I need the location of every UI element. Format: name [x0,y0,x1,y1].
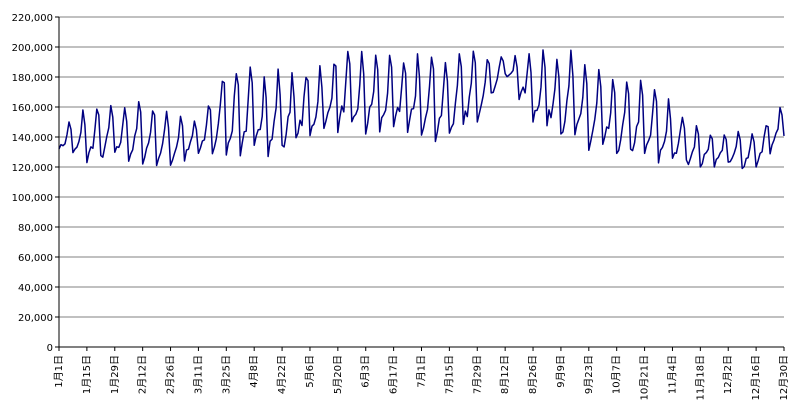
x-tick-label: 4月22日 [276,355,288,394]
x-tick-label: 7月29日 [471,355,483,394]
x-tick-label: 11月4日 [666,355,678,394]
x-tick-label: 5月6日 [304,355,316,388]
y-tick-label: 60,000 [18,253,53,264]
x-tick-label: 11月18日 [694,355,706,400]
y-tick-label: 100,000 [12,193,53,204]
y-tick-label: 140,000 [12,133,53,144]
x-tick-label: 1月1日 [53,355,65,388]
x-tick-label: 6月3日 [360,355,372,388]
x-tick-label: 7月15日 [443,355,455,394]
x-tick-label: 6月17日 [388,355,400,394]
x-tick-label: 1月15日 [81,355,93,394]
x-tick-label: 3月25日 [220,355,232,394]
x-tick-label: 10月21日 [639,355,651,400]
y-tick-label: 0 [47,343,53,354]
y-axis-ticks: 0 20,000 40,000 60,000 80,000 100,000 120,000 1… [12,13,59,354]
series-line [58,49,785,170]
x-tick-label: 7月1日 [416,355,428,388]
y-tick-label: 160,000 [12,103,53,114]
y-tick-label: 40,000 [18,283,53,294]
x-axis-ticks: 1月1日 1月15日 1月29日 2月12日 2月26日 3月11日 3月25日 4月8日 4月… [53,347,790,400]
x-tick-label: 3月11日 [192,355,204,394]
x-tick-label: 12月30日 [778,355,790,400]
x-tick-label: 2月26日 [165,355,177,394]
x-tick-label: 2月12日 [137,355,149,394]
y-tick-label: 180,000 [12,73,53,84]
x-tick-label: 8月12日 [499,355,511,394]
y-tick-label: 220,000 [12,13,53,24]
x-tick-label: 9月23日 [583,355,595,394]
gridlines [59,16,784,318]
x-tick-label: 8月26日 [527,355,539,394]
y-tick-label: 120,000 [12,163,53,174]
x-tick-label: 10月7日 [611,355,623,394]
axes [58,17,784,348]
series-layer [58,49,785,170]
x-tick-label: 9月9日 [555,355,567,388]
x-tick-label: 4月8日 [248,355,260,388]
y-tick-label: 20,000 [18,313,53,324]
x-tick-label: 1月29日 [109,355,121,394]
y-tick-label: 200,000 [12,43,53,54]
x-tick-label: 12月2日 [722,355,734,394]
x-tick-label: 12月16日 [750,355,762,400]
x-tick-label: 5月20日 [332,355,344,394]
y-tick-label: 80,000 [18,223,53,234]
